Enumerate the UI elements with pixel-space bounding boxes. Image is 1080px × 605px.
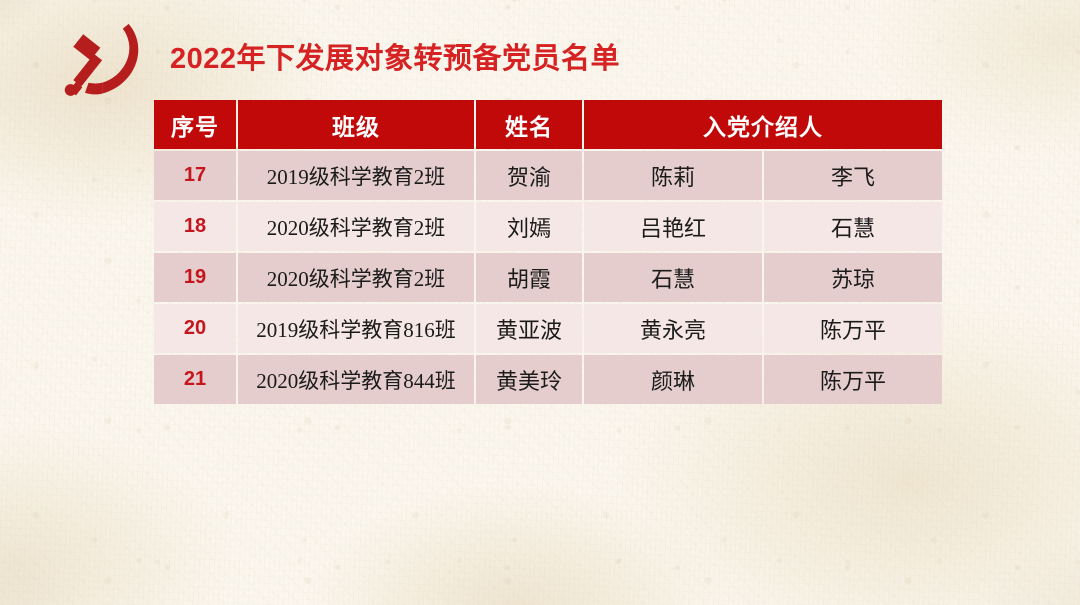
cell-name: 刘嫣	[476, 202, 582, 251]
cell-introducer-1: 黄永亮	[584, 304, 762, 353]
cell-class: 2020级科学教育844班	[238, 355, 474, 404]
table-row: 19 2020级科学教育2班 胡霞 石慧 苏琼	[154, 253, 942, 302]
cell-class: 2019级科学教育2班	[238, 151, 474, 200]
cell-name: 黄美玲	[476, 355, 582, 404]
column-header-class: 班级	[238, 100, 474, 149]
cell-introducer-1: 吕艳红	[584, 202, 762, 251]
table-header-row: 序号 班级 姓名 入党介绍人	[154, 100, 942, 149]
cell-introducer-2: 李飞	[764, 151, 942, 200]
column-header-introducers: 入党介绍人	[584, 100, 942, 149]
cell-introducer-2: 石慧	[764, 202, 942, 251]
cell-class: 2020级科学教育2班	[238, 202, 474, 251]
cell-introducer-1: 颜琳	[584, 355, 762, 404]
table-row: 21 2020级科学教育844班 黄美玲 颜琳 陈万平	[154, 355, 942, 404]
column-header-name: 姓名	[476, 100, 582, 149]
cell-introducer-2: 苏琼	[764, 253, 942, 302]
cell-introducer-1: 石慧	[584, 253, 762, 302]
table-header: 序号 班级 姓名 入党介绍人	[154, 100, 942, 149]
cell-introducer-2: 陈万平	[764, 304, 942, 353]
page-title: 2022年下发展对象转预备党员名单	[170, 43, 621, 75]
cell-index: 19	[154, 253, 236, 302]
cell-index: 21	[154, 355, 236, 404]
cell-name: 贺渝	[476, 151, 582, 200]
cell-introducer-1: 陈莉	[584, 151, 762, 200]
cell-name: 胡霞	[476, 253, 582, 302]
roster-table: 序号 班级 姓名 入党介绍人 17 2019级科学教育2班 贺渝 陈莉 李飞 18 2020…	[152, 98, 944, 406]
table-row: 17 2019级科学教育2班 贺渝 陈莉 李飞	[154, 151, 942, 200]
cell-class: 2019级科学教育816班	[238, 304, 474, 353]
ccp-hammer-sickle-emblem-icon	[54, 18, 152, 108]
table-row: 18 2020级科学教育2班 刘嫣 吕艳红 石慧	[154, 202, 942, 251]
cell-index: 17	[154, 151, 236, 200]
table-body: 17 2019级科学教育2班 贺渝 陈莉 李飞 18 2020级科学教育2班 刘嫣 吕艳红 石慧 1…	[154, 151, 942, 404]
cell-index: 18	[154, 202, 236, 251]
column-header-index: 序号	[154, 100, 236, 149]
cell-introducer-2: 陈万平	[764, 355, 942, 404]
cell-index: 20	[154, 304, 236, 353]
cell-name: 黄亚波	[476, 304, 582, 353]
cell-class: 2020级科学教育2班	[238, 253, 474, 302]
table-row: 20 2019级科学教育816班 黄亚波 黄永亮 陈万平	[154, 304, 942, 353]
